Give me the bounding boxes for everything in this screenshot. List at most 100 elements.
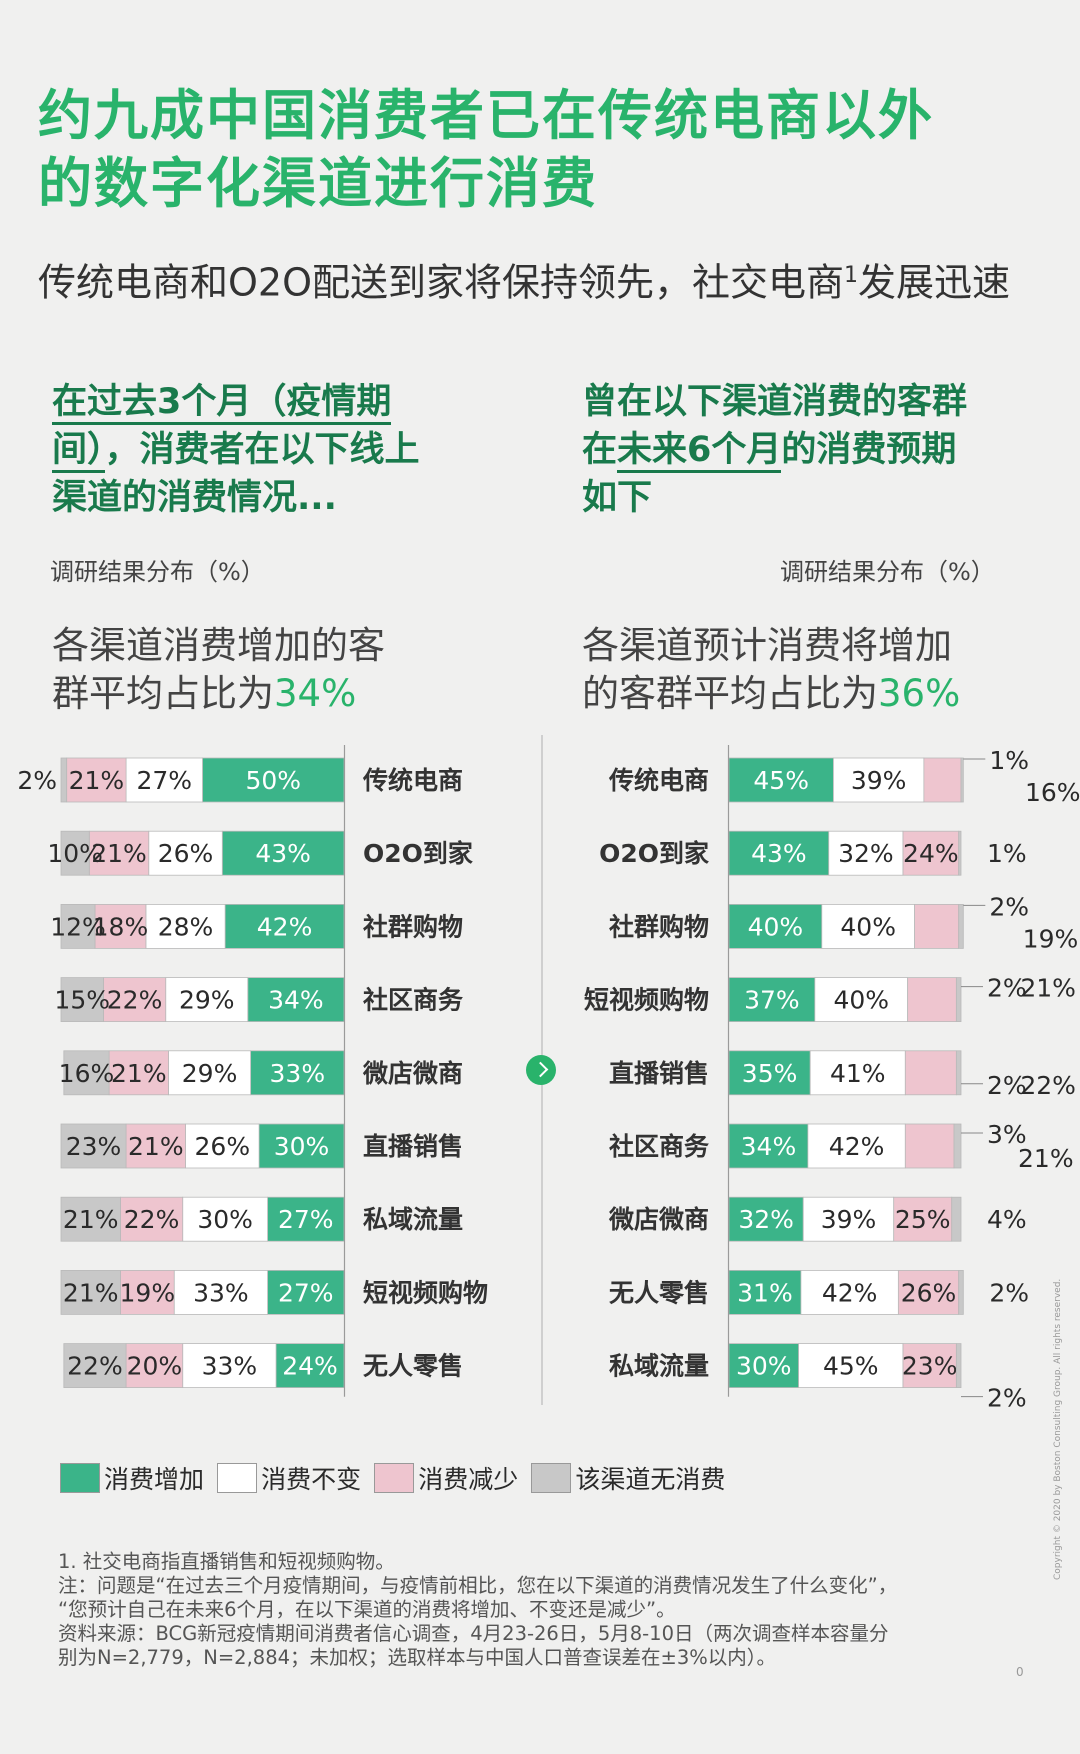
data-label: 1% [989,746,1029,775]
data-label: 21% [128,1132,184,1161]
bar-segment [185,1123,260,1169]
bar-segment [914,903,960,949]
data-label: 21% [69,766,125,795]
legend-label-increase: 消费增加 [104,1465,205,1494]
right-heading-text-a: 曾在以下渠道消费的客群 [582,382,968,422]
bar-segment [88,830,150,876]
bar-segment [120,1196,184,1242]
data-label: 2% [17,766,57,795]
bar-segment [955,977,962,1023]
bar-segment [60,903,96,949]
bar-segment [955,1343,962,1388]
bar-segment [120,1270,175,1315]
legend-swatch-unchanged [217,1463,258,1493]
footnote-marker: 1 [844,263,858,288]
right-unit-label: 调研结果分布（%） [780,558,995,586]
bar-segment [728,757,834,803]
data-label: 31% [737,1278,793,1307]
data-label: 24% [282,1352,338,1381]
bar-segment [247,977,345,1023]
data-label: 30% [274,1132,330,1161]
left-average-statement: 各渠道消费增加的客 群平均占比为34% [52,622,522,718]
bar-segment [63,1050,110,1096]
data-label: 2% [987,1071,1027,1100]
data-label: 33% [270,1059,326,1088]
left-unit-label: 调研结果分布（%） [50,558,265,586]
bar-segment [809,1050,906,1096]
right-heading-text-b: 在 [582,430,618,470]
data-label: 21% [111,1059,167,1088]
bar-segment [728,1196,804,1242]
data-label: 26% [195,1132,251,1161]
left-heading-underlined-b: 间） [52,430,105,473]
data-label: 32% [738,1205,794,1234]
bar-segment [800,1270,899,1315]
footnotes: 1. 社交电商指直播销售和短视频购物。 注：问题是“在过去三个月疫情期间，与疫情… [58,1550,1048,1670]
data-label: 2% [989,1278,1029,1307]
bar-segment [275,1343,345,1388]
right-heading-text-e: 如下 [582,478,653,518]
data-label: 34% [741,1132,797,1161]
bar-segment [902,830,960,876]
data-label: 34% [268,986,324,1015]
data-label: 43% [751,839,807,868]
category-label: 直播销售 [363,1132,463,1161]
legend-swatch-increase [60,1463,100,1493]
data-label: 22% [107,986,163,1015]
data-label: 26% [158,839,214,868]
category-label: 无人零售 [363,1352,463,1381]
data-label: 33% [202,1352,258,1381]
data-label: 18% [93,912,149,941]
footnote-line: 注：问题是“在过去三个月疫情期间，与疫情前相比，您在以下渠道的消费情况发生了什么… [58,1574,898,1597]
data-label: 28% [158,912,214,941]
bar-segment [798,1343,904,1388]
bar-segment [821,903,915,949]
page-title: 约九成中国消费者已在传统电商以外 的数字化渠道进行消费 [38,82,1048,218]
category-label: 短视频购物 [584,986,709,1015]
arrow-right-icon [526,1055,556,1085]
bar-segment [828,830,904,876]
bar-segment [728,1270,802,1315]
right-avg-percent: 36% [878,672,961,715]
category-label: 微店微商 [362,1059,463,1088]
data-label: 37% [744,986,800,1015]
footnote-line: 别为N=2,779，N=2,884；未加权；选取样本与中国人口普查误差在±3%以… [58,1646,777,1669]
category-label: 微店微商 [608,1205,709,1234]
data-label: 22% [1020,1071,1076,1100]
data-label: 45% [823,1352,879,1381]
page-subtitle: 传统电商和O2O配送到家将保持领先，社交电商1发展迅速 [38,252,1048,307]
data-label: 21% [1020,974,1076,1003]
bar-segment [728,1343,799,1388]
right-average-statement: 各渠道预计消费将增加 的客群平均占比为36% [582,622,1052,718]
data-label: 26% [901,1278,957,1307]
title-line-1: 约九成中国消费者已在传统电商以外 [38,84,934,147]
category-label: O2O到家 [599,839,709,868]
subtitle-text-b: 发展迅速 [858,260,1011,305]
data-label: 16% [59,1059,115,1088]
legend-item-decrease: 消费减少 [374,1460,518,1496]
bar-segment [63,1343,127,1388]
category-label: 私域流量 [363,1205,463,1234]
data-label: 2% [987,974,1027,1003]
left-avg-text-a: 各渠道消费增加的客 [52,624,385,667]
copyright-text: Copyright © 2020 by Boston Consulting Gr… [1053,1278,1063,1580]
bar-segment [173,1270,268,1315]
data-label: 40% [840,912,896,941]
data-label: 2% [987,1384,1027,1413]
title-line-2: 的数字化渠道进行消费 [38,152,598,215]
footnote-line: 1. 社交电商指直播销售和短视频购物。 [58,1550,395,1573]
bar-segment [904,1123,955,1169]
bar-segment [60,1196,121,1242]
data-label: 23% [902,1352,958,1381]
category-label: 社区商务 [609,1132,709,1161]
left-heading-text-c: ，消费者在以下线上 [104,430,420,470]
data-label: 1% [987,839,1027,868]
bar-segment [202,757,345,803]
bar-segment [168,1050,252,1096]
bar-segment [902,1343,957,1388]
category-label: 社群购物 [609,912,709,941]
data-label: 19% [1023,924,1079,953]
data-label: 27% [137,766,193,795]
data-label: 27% [278,1205,334,1234]
bar-segment [60,757,68,803]
